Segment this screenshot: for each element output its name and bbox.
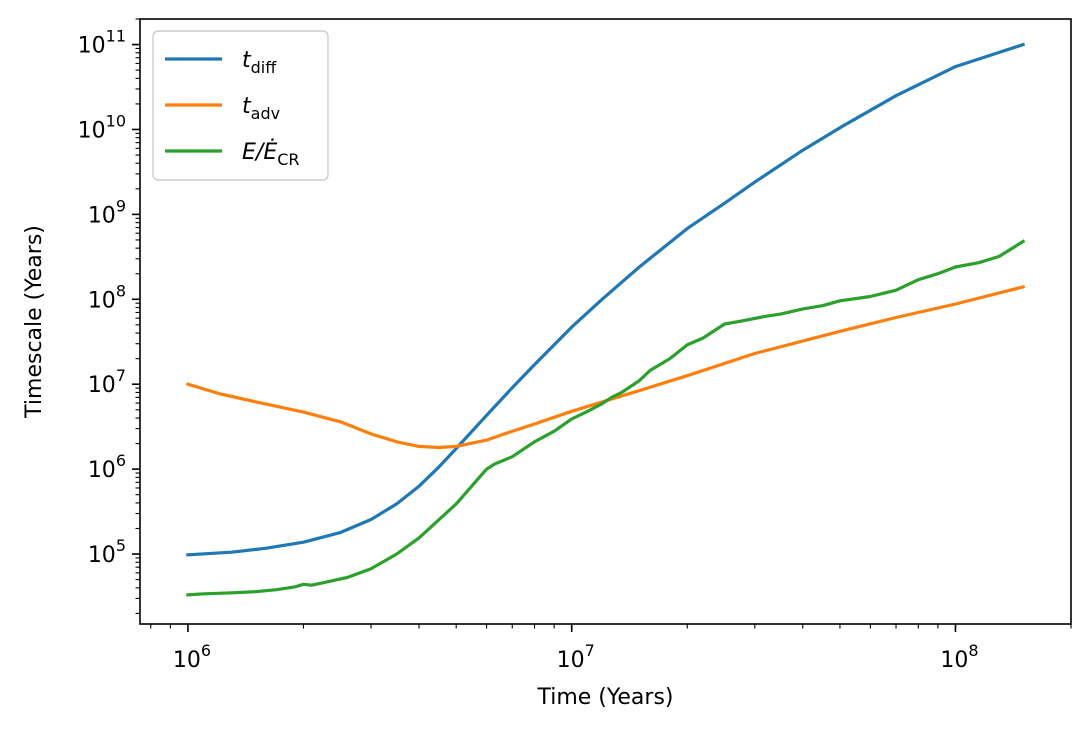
y-tick-label: 1010	[78, 111, 126, 143]
y-tick-label: 1011	[78, 27, 126, 59]
legend-label-2: E/ĖCR	[242, 139, 300, 169]
legend-box	[152, 30, 329, 181]
legend-label-0: tdiff	[242, 48, 277, 77]
legend: tdiff tadv E/ĖCR	[152, 30, 329, 181]
y-tick-label: 107	[88, 366, 126, 398]
series-line-1	[185, 284, 1026, 450]
ticks-layer: 106 107 108 105 106 107 108 109 1010 1011	[78, 18, 1072, 673]
y-tick-label: 109	[88, 196, 126, 228]
series-line-0	[186, 42, 1026, 557]
axes-frame	[139, 18, 1072, 625]
series-line-2	[186, 239, 1026, 597]
legend-label-1: tadv	[242, 94, 280, 123]
y-tick-label: 106	[88, 451, 126, 483]
x-tick-label: 106	[173, 641, 211, 673]
x-tick-label: 108	[940, 641, 978, 673]
y-tick-label: 108	[88, 281, 126, 313]
y-axis-label: Timescale (Years)	[22, 225, 47, 419]
x-axis-label: Time (Years)	[536, 685, 673, 710]
y-tick-label: 105	[88, 536, 126, 568]
series-layer	[185, 42, 1026, 597]
x-tick-label: 107	[557, 641, 595, 673]
